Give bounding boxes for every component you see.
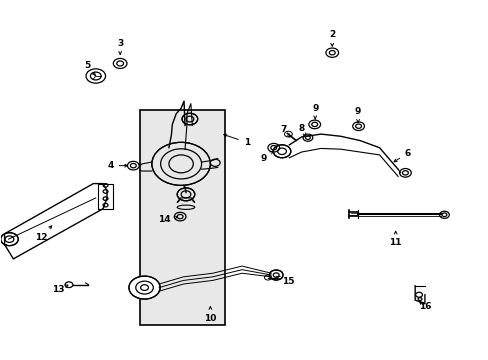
Circle shape — [269, 270, 283, 280]
Text: 2: 2 — [328, 30, 335, 46]
Text: 10: 10 — [204, 307, 216, 323]
Text: 8: 8 — [298, 123, 305, 136]
Text: 9: 9 — [260, 151, 272, 163]
Text: 9: 9 — [311, 104, 318, 119]
Text: 3: 3 — [117, 39, 123, 54]
Circle shape — [182, 113, 197, 125]
Text: 15: 15 — [276, 276, 294, 285]
Bar — [140, 110, 224, 325]
Circle shape — [152, 142, 210, 185]
Text: 7: 7 — [280, 125, 289, 137]
Circle shape — [129, 276, 160, 299]
Text: 5: 5 — [84, 61, 95, 75]
Circle shape — [177, 188, 194, 201]
Text: 16: 16 — [418, 302, 430, 311]
Text: 6: 6 — [393, 149, 410, 162]
Text: 9: 9 — [354, 107, 361, 122]
Text: 1: 1 — [224, 134, 249, 147]
Text: 11: 11 — [388, 231, 401, 247]
Text: 12: 12 — [35, 226, 52, 242]
Circle shape — [273, 145, 290, 158]
Text: 13: 13 — [52, 285, 68, 294]
Text: 14: 14 — [158, 215, 177, 224]
Polygon shape — [4, 184, 107, 259]
Circle shape — [0, 233, 18, 246]
Text: 4: 4 — [107, 161, 127, 170]
